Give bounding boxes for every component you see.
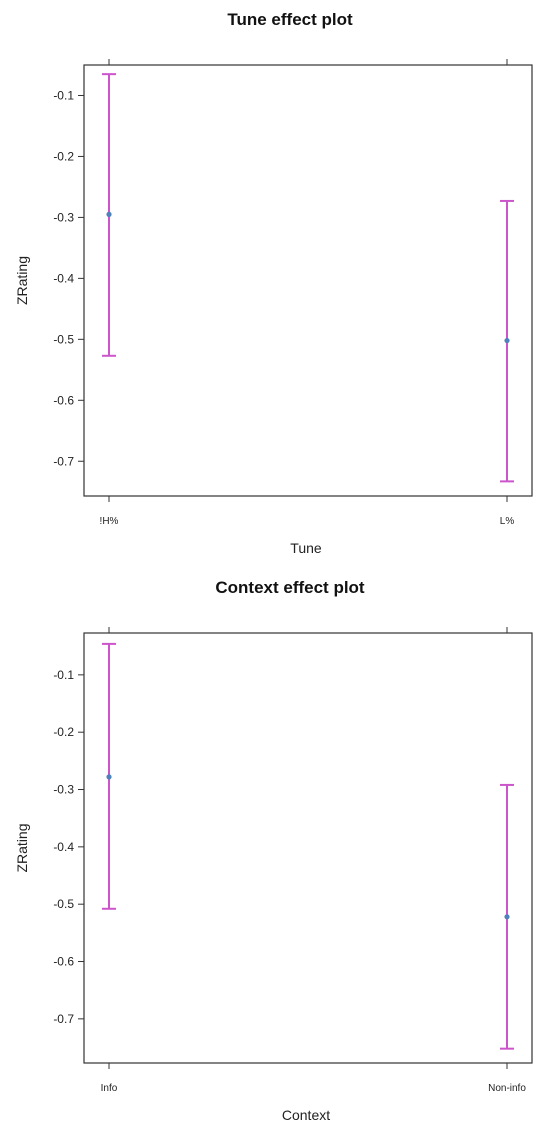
y-axis-label: ZRating bbox=[14, 823, 30, 872]
plot-frame bbox=[83, 632, 533, 1064]
y-tick-label: -0.7 bbox=[53, 454, 74, 468]
y-tick-label: -0.4 bbox=[53, 840, 74, 854]
chart-panel-1: Tune effect plot -0.1 -0.2 -0.3 -0.4 -0.5 -0.6… bbox=[14, 10, 533, 556]
chart-panel-2: Context effect plot -0.1 -0.2 -0.3 -0.4 -0.5 -… bbox=[14, 578, 533, 1123]
x-tick-label: !H% bbox=[100, 516, 119, 527]
y-tick-label: -0.2 bbox=[53, 725, 74, 739]
data-point bbox=[504, 914, 510, 920]
data-point bbox=[106, 211, 112, 217]
x-tick-label: Info bbox=[101, 1083, 118, 1094]
chart-title: Tune effect plot bbox=[227, 10, 353, 29]
y-tick-label: -0.4 bbox=[53, 271, 74, 285]
x-tick-label: L% bbox=[500, 516, 515, 527]
y-tick-label: -0.5 bbox=[53, 332, 74, 346]
data-point bbox=[106, 774, 112, 780]
y-tick-label: -0.1 bbox=[53, 88, 74, 102]
x-tick-label: Non-info bbox=[488, 1083, 526, 1094]
y-tick-label: -0.1 bbox=[53, 668, 74, 682]
y-tick-label: -0.7 bbox=[53, 1012, 74, 1026]
chart-title: Context effect plot bbox=[215, 578, 365, 597]
y-tick-label: -0.2 bbox=[53, 149, 74, 163]
plot-frame bbox=[83, 64, 533, 497]
y-tick-label: -0.6 bbox=[53, 955, 74, 969]
y-tick-label: -0.3 bbox=[53, 783, 74, 797]
y-tick-label: -0.5 bbox=[53, 897, 74, 911]
x-axis-label: Context bbox=[282, 1107, 330, 1123]
x-axis-label: Tune bbox=[290, 540, 322, 556]
y-tick-label: -0.3 bbox=[53, 210, 74, 224]
data-point bbox=[504, 337, 510, 344]
y-axis-label: ZRating bbox=[14, 256, 30, 305]
y-tick-label: -0.6 bbox=[53, 393, 74, 407]
